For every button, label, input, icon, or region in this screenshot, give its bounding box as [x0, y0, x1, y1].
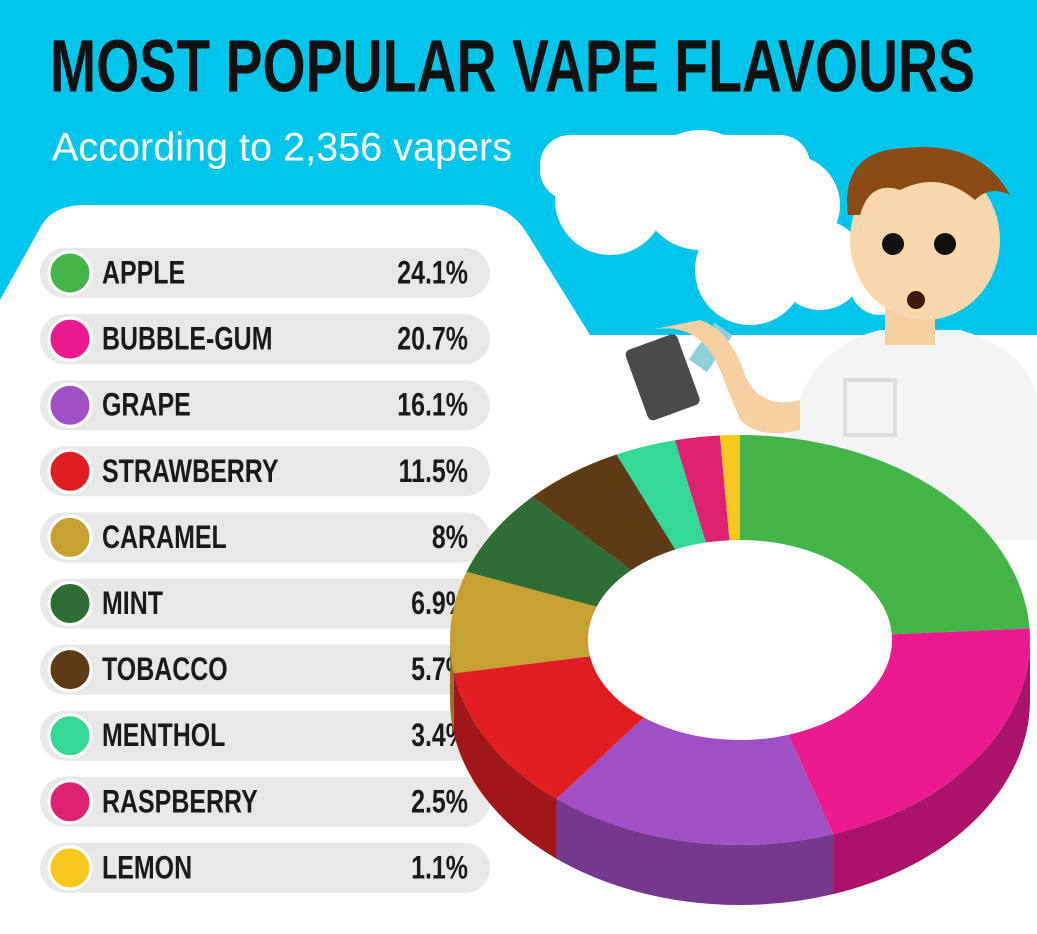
legend-row: STRAWBERRY 11.5%	[40, 446, 490, 497]
legend-row: TOBACCO 5.7%	[40, 644, 490, 695]
legend-label: LEMON	[102, 850, 192, 886]
vape-device	[625, 334, 700, 421]
legend-row-background	[40, 446, 490, 497]
value-label: 8%	[432, 520, 468, 556]
value-label: 16.1%	[397, 388, 468, 424]
slice-side	[450, 640, 454, 734]
slice-side	[453, 673, 557, 859]
legend-label: GRAPE	[102, 388, 191, 424]
slice	[719, 435, 740, 541]
chart-subtitle: According to 2,356 vapers	[52, 126, 512, 170]
legend-row: LEMON 1.1%	[40, 842, 490, 893]
legend-row-background	[40, 776, 490, 827]
chart-title: MOST POPULAR VAPE FLAVOURS	[50, 25, 975, 108]
legend-swatch	[47, 779, 93, 825]
legend-swatch	[47, 316, 93, 362]
legend-swatch	[47, 514, 93, 560]
value-label: 1.1%	[411, 850, 468, 886]
legend-row-background	[40, 710, 490, 761]
slice	[532, 454, 676, 571]
legend-row: CARAMEL 8%	[40, 512, 490, 563]
slice	[466, 496, 632, 607]
legend-row: RASPBERRY 2.5%	[40, 776, 490, 827]
legend-label: BUBBLE-GUM	[102, 322, 272, 358]
legend-row-background	[40, 314, 490, 365]
hair	[847, 146, 1010, 215]
value-label: 11.5%	[399, 454, 468, 490]
legend-swatch	[47, 845, 93, 891]
legend-swatch	[47, 448, 93, 494]
legend-row-background	[40, 644, 490, 695]
legend-row-background	[40, 512, 490, 563]
mouth	[907, 291, 925, 309]
legend-label: CARAMEL	[102, 520, 227, 556]
slice	[616, 440, 706, 550]
legend-label: RASPBERRY	[102, 784, 258, 820]
slice-side	[556, 798, 834, 905]
legend-row-background	[40, 578, 490, 629]
eye	[882, 233, 904, 255]
legend-row: BUBBLE-GUM 20.7%	[40, 314, 490, 365]
legend-row: MINT 6.9%	[40, 578, 490, 629]
slice	[740, 435, 1030, 635]
hand	[650, 320, 800, 434]
donut-chart	[450, 435, 1030, 905]
legend-row: APPLE 24.1%	[40, 248, 490, 298]
pocket	[843, 378, 897, 437]
slice	[453, 656, 644, 799]
legend-label: STRAWBERRY	[102, 454, 279, 490]
legend-row-background	[40, 380, 490, 431]
eye	[934, 233, 956, 255]
slice	[556, 717, 834, 845]
value-label: 2.5%	[411, 784, 468, 820]
legend-swatch	[47, 250, 93, 296]
slice-side	[833, 640, 1030, 895]
legend-swatch	[47, 382, 93, 428]
legend-swatch	[47, 647, 93, 693]
legend-label: MENTHOL	[102, 718, 225, 754]
slice	[674, 435, 730, 543]
value-label: 24.1%	[397, 256, 468, 292]
legend-swatch	[47, 713, 93, 759]
legend-label: TOBACCO	[102, 652, 228, 688]
legend-row: GRAPE 16.1%	[40, 380, 490, 431]
value-label: 20.7%	[397, 322, 468, 358]
legend-row: MENTHOL 3.4%	[40, 710, 490, 761]
head	[850, 160, 1000, 320]
legend-swatch	[47, 581, 93, 626]
legend-row-background	[40, 842, 490, 893]
slice	[450, 571, 597, 674]
legend-label: MINT	[102, 586, 163, 622]
legend: APPLE 24.1% BUBBLE-GUM 20.7% GRAPE 16.1% STRAW…	[40, 248, 490, 893]
slice	[788, 628, 1030, 835]
legend-label: APPLE	[102, 256, 185, 292]
smoke-cloud	[540, 130, 910, 325]
legend-row-background	[40, 248, 490, 298]
